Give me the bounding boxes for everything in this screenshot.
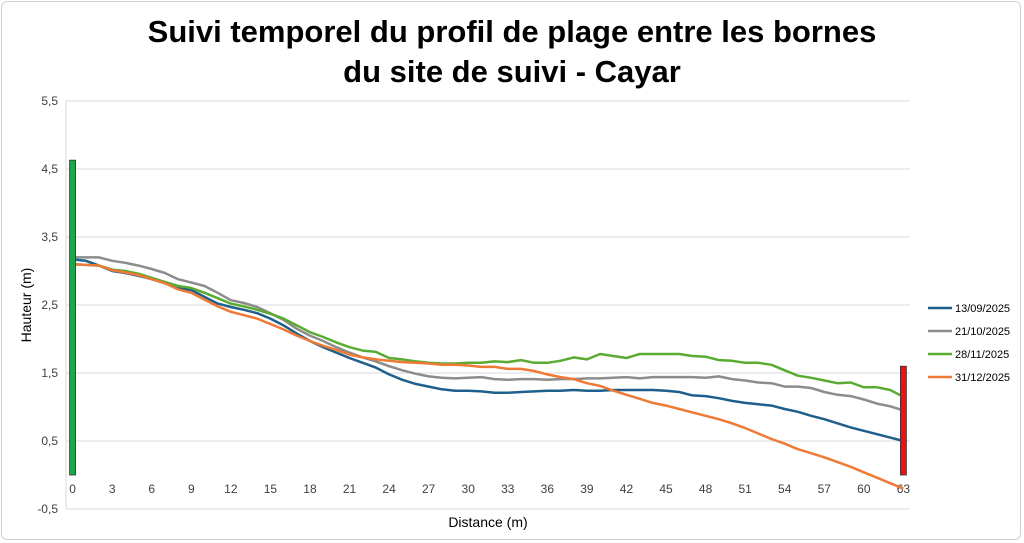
series-line-31-12-2025: [72, 262, 904, 490]
series-line-13-09-2025: [72, 258, 904, 443]
x-tick-label: 9: [188, 482, 195, 496]
y-tick-label: 2,5: [41, 298, 58, 312]
x-tick-label: 3: [109, 482, 116, 496]
x-tick-label: 24: [382, 482, 396, 496]
borne-fin-bar: [900, 365, 907, 476]
x-tick-label: 33: [501, 482, 515, 496]
x-tick-label: 18: [303, 482, 317, 496]
x-tick-label: 54: [778, 482, 792, 496]
y-tick-label: 1,5: [41, 366, 58, 380]
y-tick-label: -0,5: [37, 502, 58, 516]
x-tick-label: 12: [224, 482, 238, 496]
x-tick-label: 42: [620, 482, 634, 496]
series-line-21-10-2025: [72, 256, 904, 412]
x-tick-label: 15: [264, 482, 278, 496]
x-tick-label: 63: [897, 482, 911, 496]
x-tick-label: 51: [738, 482, 752, 496]
legend-label: 28/11/2025: [955, 349, 1009, 361]
y-tick-label: 0,5: [41, 434, 58, 448]
y-tick-label: 5,5: [41, 94, 58, 108]
x-tick-label: 0: [69, 482, 76, 496]
borne-debut-bar: [69, 159, 76, 476]
x-tick-label: 36: [541, 482, 555, 496]
legend-label: 21/10/2025: [955, 326, 1010, 338]
x-tick-label: 45: [659, 482, 673, 496]
series-line-28-11-2025: [72, 262, 904, 398]
chart-title-line-1: Suivi temporel du profil de plage entre …: [148, 14, 877, 49]
x-axis-label: Distance (m): [448, 514, 527, 530]
legend-label: 31/12/2025: [955, 372, 1010, 384]
legend: 13/09/2025 21/10/2025 28/11/2025 31/12/2025: [928, 303, 1010, 384]
legend-label: 13/09/2025: [955, 303, 1010, 315]
x-tick-label: 27: [422, 482, 436, 496]
x-tick-labels: 0 3 6 9 12 15 18 21 24 27 30 33 36 39 42 45 48 51 54 57 60 63: [69, 482, 910, 496]
y-tick-labels: -0,5 0,5 1,5 2,5 3,5 4,5 5,5: [37, 94, 58, 516]
x-tick-label: 39: [580, 482, 594, 496]
series-lines: [72, 256, 904, 490]
y-tick-label: 3,5: [41, 230, 58, 244]
borne-markers: [69, 159, 907, 476]
x-tick-label: 6: [148, 482, 155, 496]
y-axis-label: Hauteur (m): [18, 268, 34, 343]
y-tick-label: 4,5: [41, 162, 58, 176]
gridlines: [65, 100, 910, 510]
chart-title-line-2: du site de suivi - Cayar: [343, 54, 681, 89]
x-tick-label: 60: [857, 482, 871, 496]
x-tick-label: 57: [818, 482, 832, 496]
x-tick-label: 30: [462, 482, 476, 496]
x-tick-label: 21: [343, 482, 357, 496]
x-tick-label: 48: [699, 482, 713, 496]
